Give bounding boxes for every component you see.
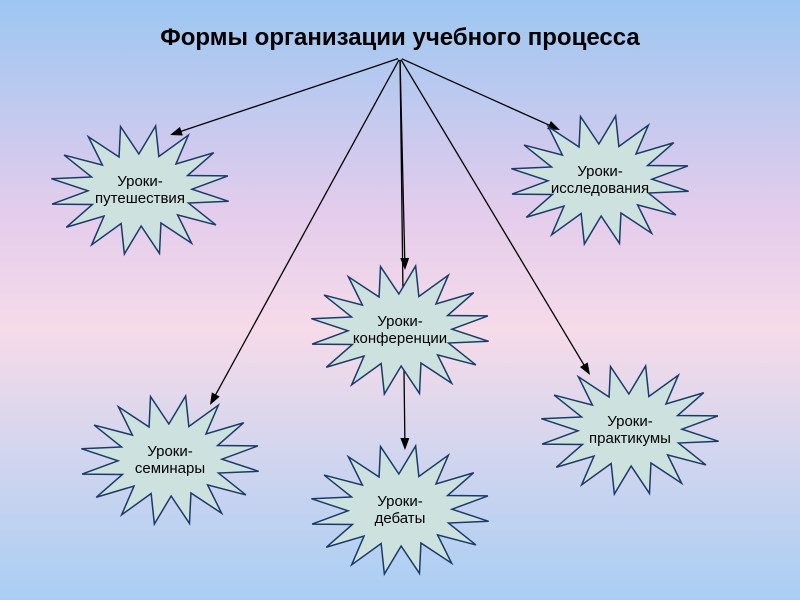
node-seminars: Уроки- семинары bbox=[76, 391, 264, 529]
node-conference: Уроки- конференции bbox=[306, 261, 494, 399]
node-debates: Уроки- дебаты bbox=[306, 441, 494, 579]
starburst-icon bbox=[306, 261, 494, 399]
starburst-icon bbox=[306, 441, 494, 579]
arrow-line bbox=[400, 60, 405, 263]
starburst-icon bbox=[506, 111, 694, 249]
node-research: Уроки- исследования bbox=[506, 111, 694, 249]
starburst-icon bbox=[46, 121, 234, 259]
node-practicum: Уроки- практикумы bbox=[536, 361, 724, 499]
node-travel: Уроки- путешествия bbox=[46, 121, 234, 259]
diagram-stage: Формы организации учебного процесса Урок… bbox=[0, 0, 800, 600]
starburst-icon bbox=[76, 391, 264, 529]
diagram-title: Формы организации учебного процесса bbox=[0, 24, 800, 52]
starburst-icon bbox=[536, 361, 724, 499]
